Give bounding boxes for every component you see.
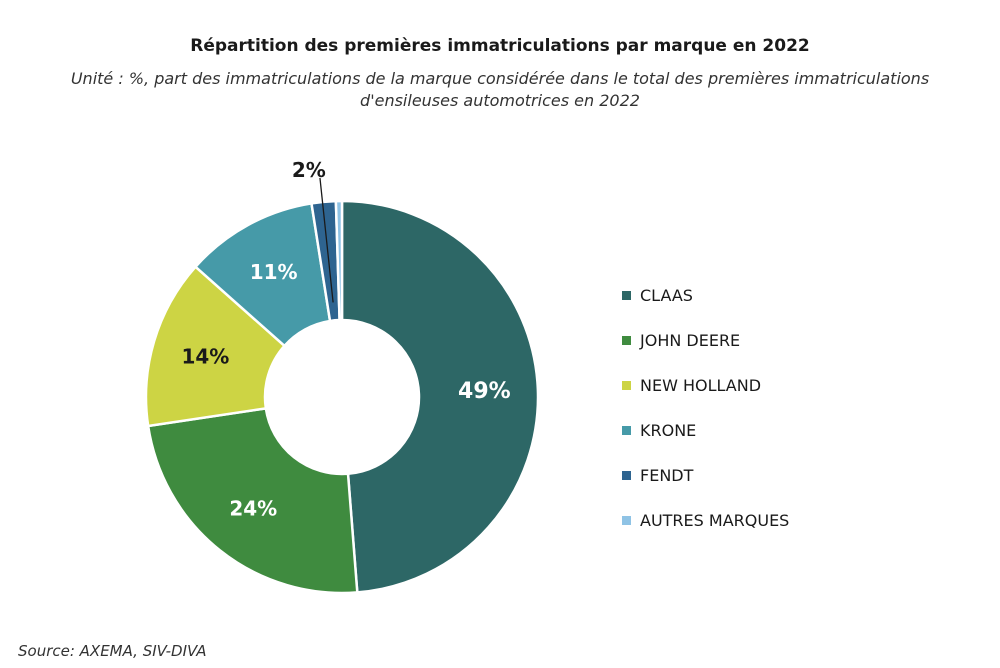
source-note: Source: AXEMA, SIV-DIVA (18, 642, 207, 660)
legend-swatch (622, 516, 631, 525)
slice-autres-marques (334, 199, 344, 322)
legend-item-autres-marques: AUTRES MARQUES (622, 498, 789, 543)
legend-item-fendt: FENDT (622, 453, 789, 498)
slice-claas (340, 199, 540, 594)
legend-item-krone: KRONE (622, 408, 789, 453)
legend-label: JOHN DEERE (640, 331, 741, 350)
legend-label: NEW HOLLAND (640, 376, 762, 395)
chart-legend: CLAAS JOHN DEERE NEW HOLLAND KRONE FENDT AUTR… (622, 273, 789, 543)
leader-line-fendt (319, 177, 334, 303)
data-label-john-deere: 24% (229, 497, 277, 521)
data-label-krone: 11% (250, 260, 298, 284)
legend-label: CLAAS (640, 286, 693, 305)
legend-swatch (622, 471, 631, 480)
subtitle-line-2: d'ensileuses automotrices en 2022 (360, 91, 640, 110)
legend-item-new-holland: NEW HOLLAND (622, 363, 789, 408)
slice-john-deere (146, 406, 359, 595)
subtitle-line-1: Unité : %, part des immatriculations de … (70, 69, 930, 88)
legend-item-claas: CLAAS (622, 273, 789, 318)
legend-swatch (622, 381, 631, 390)
data-label-fendt: 2% (292, 158, 326, 182)
legend-swatch (622, 291, 631, 300)
legend-swatch (622, 426, 631, 435)
chart-title: Répartition des premières immatriculatio… (190, 36, 810, 56)
chart-subtitle: Unité : %, part des immatriculations de … (60, 68, 940, 112)
data-label-new-holland: 14% (181, 344, 229, 368)
legend-label: KRONE (640, 421, 697, 440)
legend-label: AUTRES MARQUES (640, 511, 790, 530)
data-label-claas: 49% (458, 379, 511, 404)
slice-new-holland (144, 264, 287, 428)
legend-item-john-deere: JOHN DEERE (622, 318, 789, 363)
legend-swatch (622, 336, 631, 345)
legend-label: FENDT (640, 466, 694, 485)
